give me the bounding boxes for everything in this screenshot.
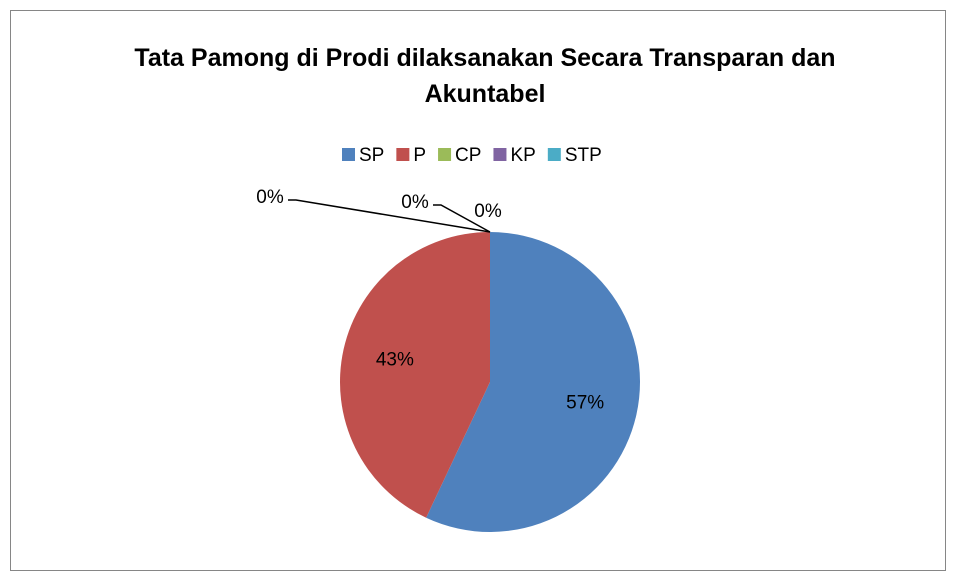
leader-line: [288, 199, 491, 233]
legend-swatch: [547, 148, 561, 161]
data-label: 43%: [376, 350, 414, 371]
data-label: 0%: [474, 201, 502, 222]
chart-title: Tata Pamong di Prodi dilaksanakan Secara…: [134, 44, 836, 108]
legend-label: P: [413, 145, 426, 166]
leader-line: [433, 204, 491, 233]
legend-label: SP: [359, 145, 384, 166]
data-label: 0%: [401, 192, 429, 213]
chart-frame: [10, 10, 946, 571]
legend-swatch: [493, 148, 507, 161]
pie-slice: [426, 232, 641, 533]
pie-slice: [340, 232, 490, 518]
legend-label: KP: [510, 145, 535, 166]
data-label: 0%: [256, 187, 284, 208]
legend-swatch: [396, 148, 410, 161]
legend-swatch: [438, 148, 452, 161]
data-label: 57%: [566, 392, 604, 413]
legend-label: CP: [455, 145, 481, 166]
legend-swatch: [342, 148, 355, 161]
legend-label: STP: [565, 145, 602, 166]
